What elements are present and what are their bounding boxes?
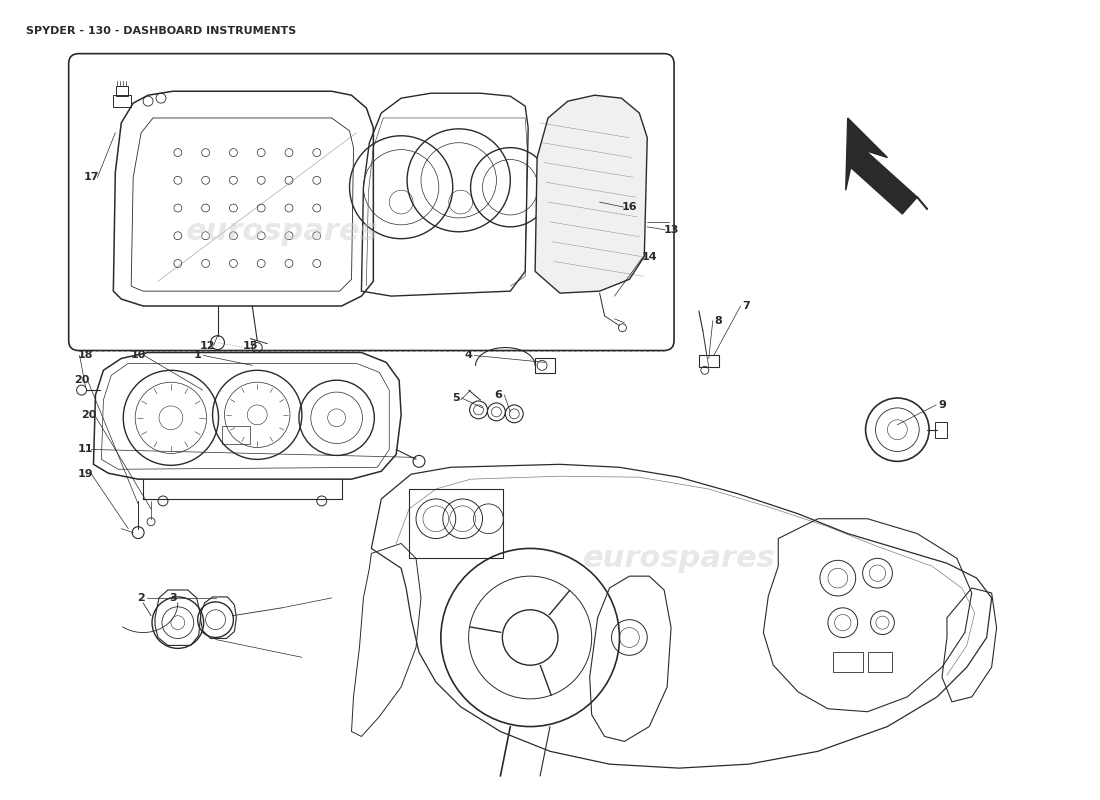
Text: 17: 17 [84, 172, 99, 182]
Text: 5: 5 [452, 393, 460, 403]
Bar [868, 652, 892, 672]
Text: 1: 1 [194, 350, 201, 361]
Text: 3: 3 [169, 593, 177, 603]
Text: 9: 9 [938, 400, 946, 410]
Text: 14: 14 [641, 251, 657, 262]
Text: 18: 18 [78, 350, 94, 361]
Text: 13: 13 [663, 225, 679, 234]
Bar [409, 489, 504, 558]
Text: 10: 10 [131, 350, 146, 361]
Text: 12: 12 [200, 341, 216, 350]
Text: 16: 16 [621, 202, 637, 212]
Polygon shape [846, 118, 917, 214]
Bar [535, 358, 556, 374]
Text: 7: 7 [742, 301, 750, 311]
Text: eurospares: eurospares [583, 544, 775, 573]
Text: SPYDER - 130 - DASHBOARD INSTRUMENTS: SPYDER - 130 - DASHBOARD INSTRUMENTS [26, 26, 296, 36]
Text: 20: 20 [74, 375, 89, 386]
Bar [833, 652, 862, 672]
Text: 4: 4 [464, 350, 473, 361]
Bar [117, 86, 129, 96]
Text: 15: 15 [243, 341, 258, 350]
Text: eurospares: eurospares [186, 218, 378, 246]
Text: 19: 19 [78, 470, 94, 479]
Text: 8: 8 [715, 316, 723, 326]
Text: 11: 11 [78, 445, 94, 454]
Text: 2: 2 [138, 593, 145, 603]
Bar [698, 355, 718, 367]
Bar [113, 95, 131, 107]
Text: 6: 6 [495, 390, 503, 400]
Polygon shape [535, 95, 647, 293]
Text: 20: 20 [80, 410, 96, 420]
Bar [222, 426, 251, 443]
Bar [935, 422, 947, 438]
